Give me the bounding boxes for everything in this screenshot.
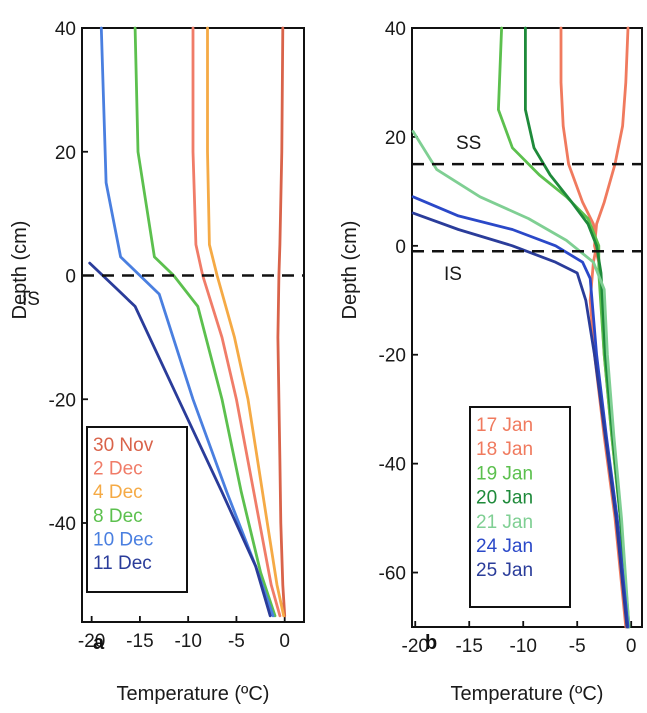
legend-entry: 4 Dec	[93, 482, 143, 503]
y-axis-label: Depth (cm)	[9, 221, 31, 320]
x-tick-label: -20	[78, 631, 105, 652]
series-line-4-dec	[206, 26, 286, 618]
series-line-11-dec	[88, 261, 272, 618]
legend-box	[86, 426, 188, 593]
x-tick-label: -10	[174, 631, 201, 652]
y-tick-label: -20	[49, 390, 76, 411]
x-axis-label: Temperature (ºC)	[117, 683, 270, 705]
legend-entry: 11 Dec	[93, 553, 152, 574]
series-line-2-dec	[191, 26, 282, 618]
legend-entry: 24 Jan	[476, 536, 533, 557]
legend: 17 Jan 18 Jan 19 Jan 20 Jan 21 Jan 24 Jan 25 J…	[469, 406, 571, 608]
y-tick-label: 40	[385, 19, 406, 40]
series-line-10-dec	[99, 26, 275, 618]
y-tick-label: -20	[379, 346, 406, 367]
y-tick-label: -40	[49, 514, 76, 535]
interface-label-ss: SS	[456, 133, 481, 154]
x-tick-label: -20	[402, 636, 429, 657]
legend-entry: 10 Dec	[93, 529, 153, 550]
interface-label-is: IS	[22, 289, 40, 310]
legend-entry: 8 Dec	[93, 506, 143, 527]
y-tick-label: 40	[55, 19, 76, 40]
x-tick-label: -5	[569, 636, 586, 657]
legend-entry: 19 Jan	[476, 463, 533, 484]
x-tick-label: 0	[279, 631, 290, 652]
y-axis-label: Depth (cm)	[339, 221, 361, 320]
y-tick-label: 20	[385, 128, 406, 149]
legend-entry: 25 Jan	[476, 560, 533, 581]
x-axis-label: Temperature (ºC)	[451, 683, 604, 705]
interface-label-is: IS	[444, 264, 462, 285]
panel-a: 40 20 0 -20 -40 -20 -15 -10 -5 0 Temperature (ºC) D…	[9, 19, 305, 705]
y-tick-label: 0	[395, 237, 406, 258]
legend-entry: 20 Jan	[476, 488, 533, 509]
y-tick-label: 20	[55, 143, 76, 164]
x-tick-label: 0	[626, 636, 637, 657]
series-line-25-jan	[411, 211, 629, 629]
series-line-21-jan	[411, 130, 631, 629]
x-tick-label: -5	[228, 631, 245, 652]
y-tick-label: 0	[65, 267, 76, 288]
legend-entry: 2 Dec	[93, 459, 143, 480]
series-line-8-dec	[133, 26, 277, 618]
panel-label: a	[93, 632, 105, 654]
series-line-30-nov	[276, 26, 287, 618]
x-tick-label: -15	[455, 636, 482, 657]
legend-entry: 17 Jan	[476, 415, 533, 436]
x-tick-label: -15	[126, 631, 153, 652]
panel-b: 40 20 0 -20 -40 -60 -20 -15 -10 -5 0 Temperature (º…	[339, 19, 643, 705]
legend-entry: 21 Jan	[476, 512, 533, 533]
plot-frame	[411, 27, 643, 628]
legend-entry: 30 Nov	[93, 435, 154, 456]
x-tick-label: -10	[509, 636, 536, 657]
y-tick-label: -40	[379, 455, 406, 476]
y-tick-label: -60	[379, 564, 406, 585]
legend-box	[469, 406, 571, 608]
panel-label: b	[425, 632, 437, 654]
legend-entry: 18 Jan	[476, 439, 533, 460]
